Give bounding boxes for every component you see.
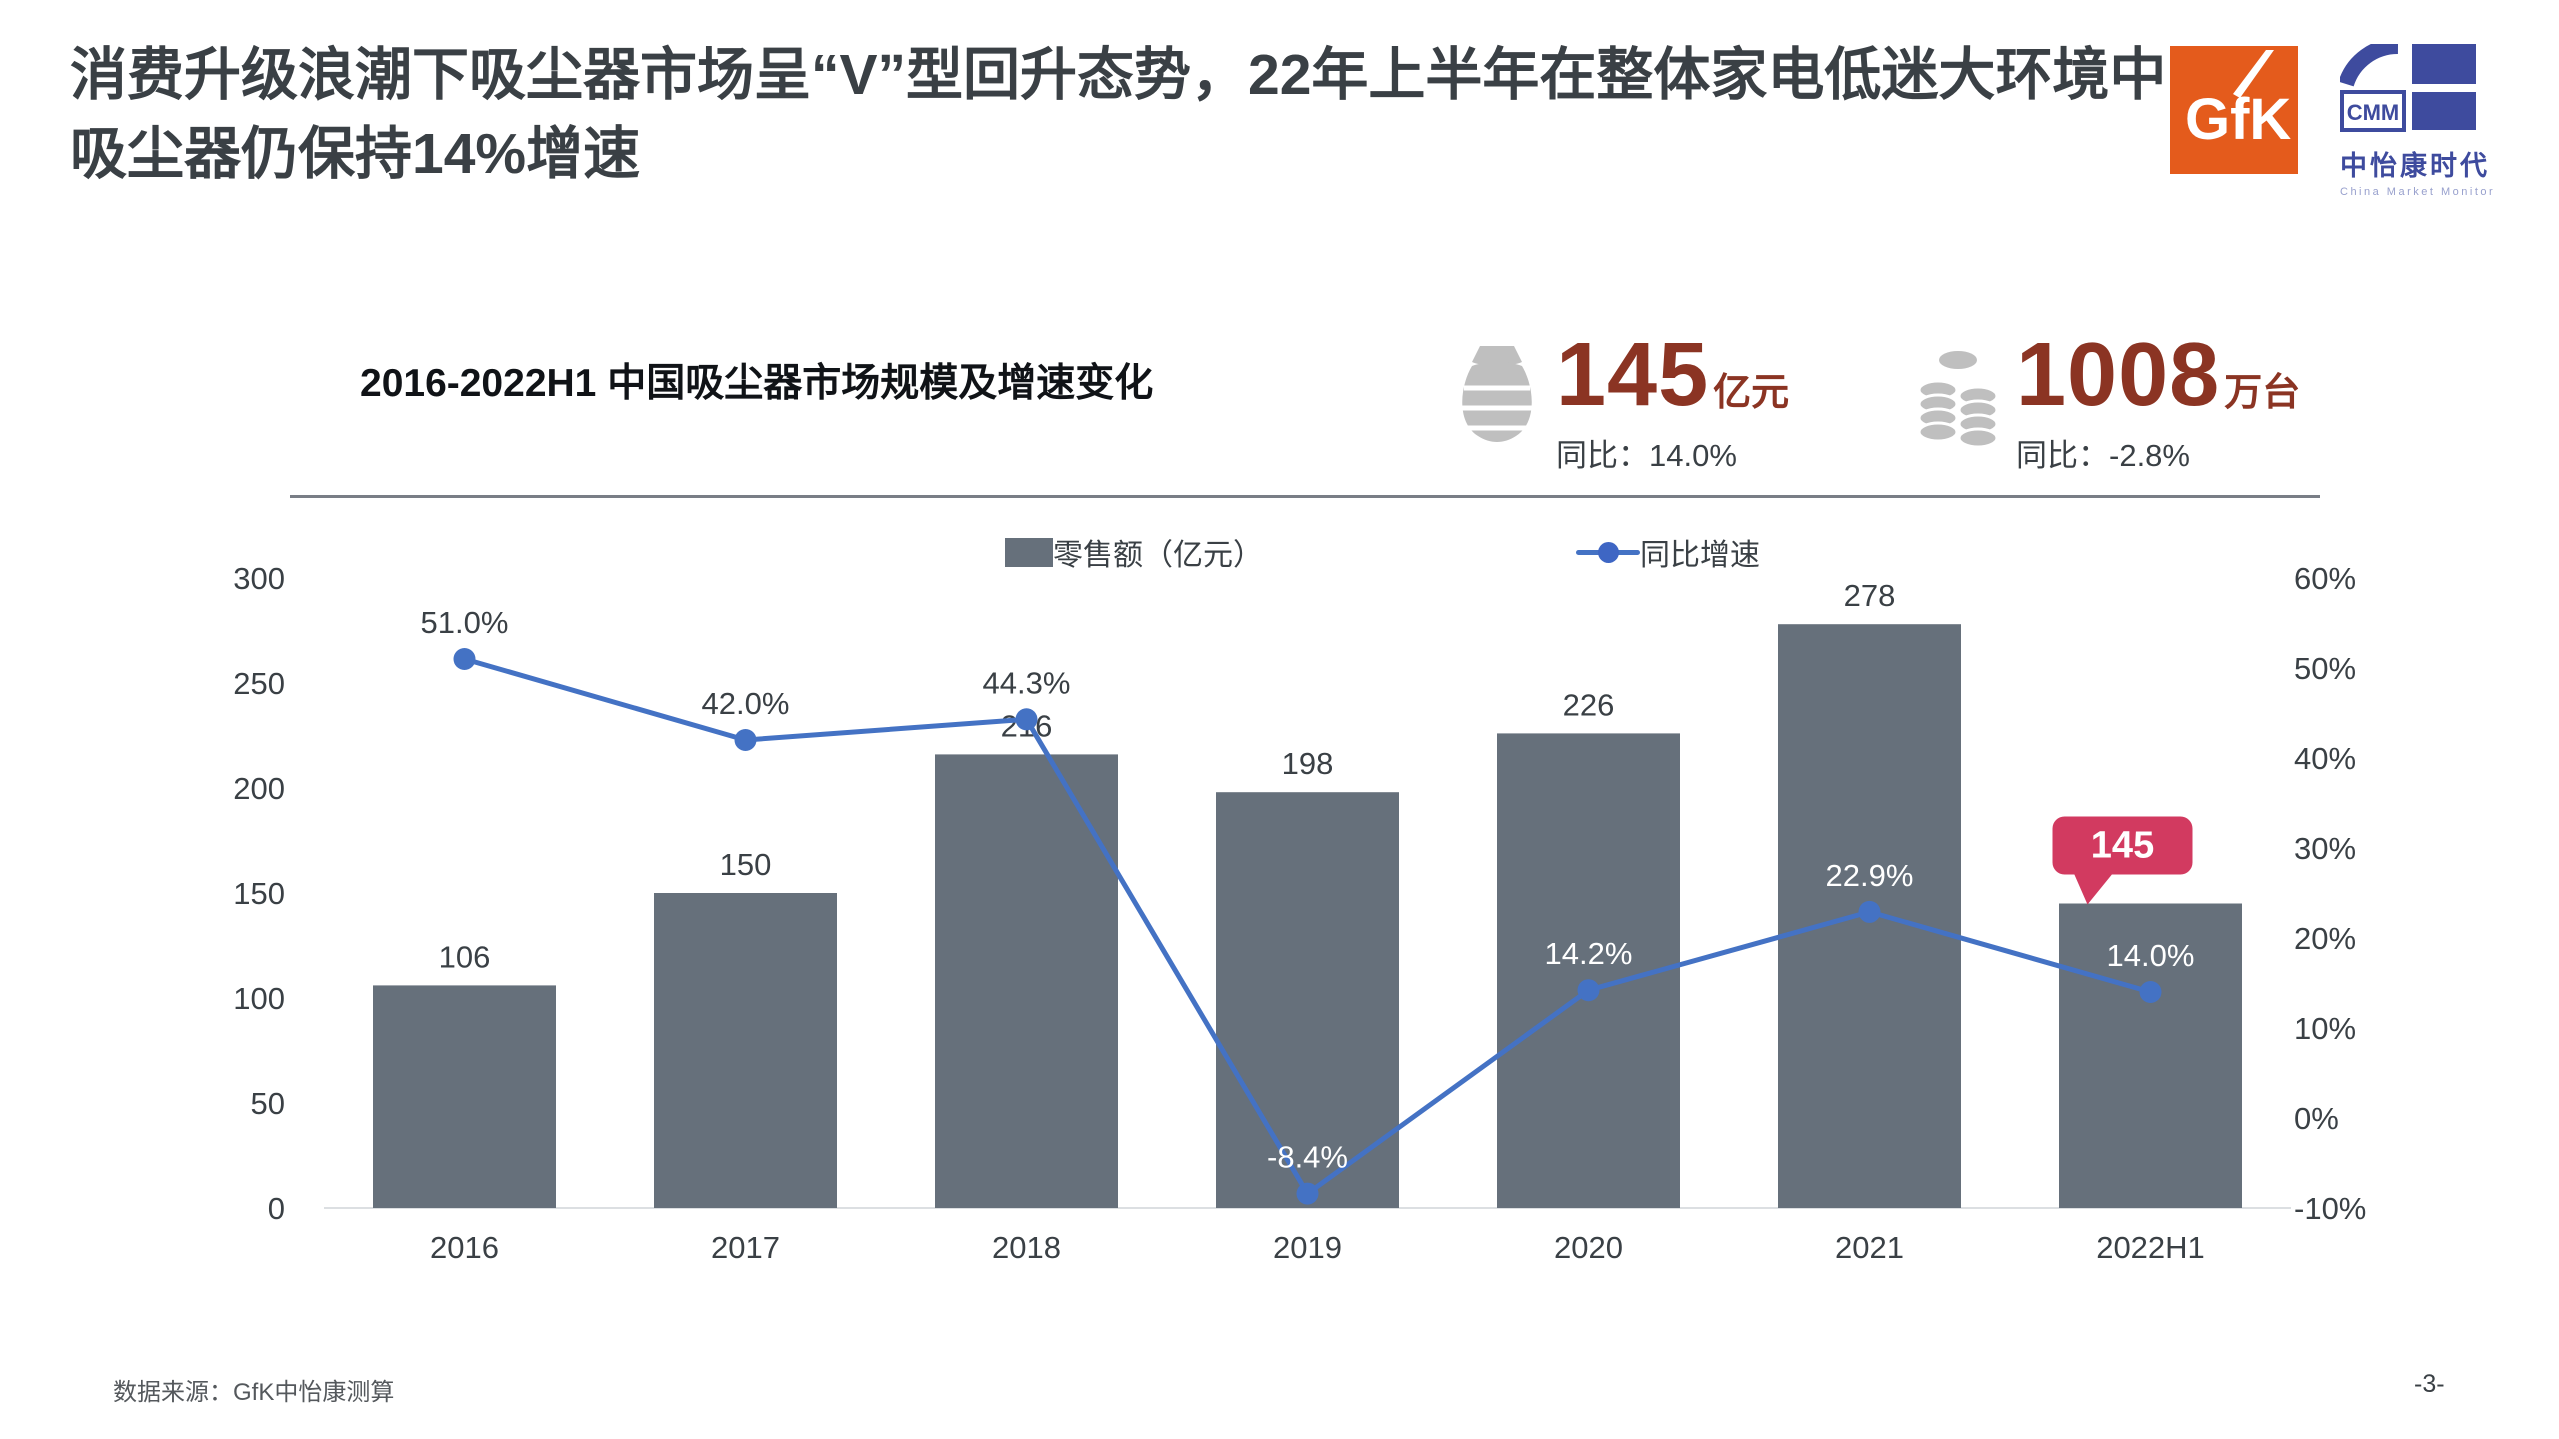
bar-value-label: 106 bbox=[439, 939, 491, 974]
cmm-logo-subtitle: China Market Monitor bbox=[2340, 186, 2496, 198]
x-axis-category-label: 2021 bbox=[1835, 1230, 1904, 1265]
page-number: -3- bbox=[2414, 1370, 2445, 1398]
page-title: 消费升级浪潮下吸尘器市场呈“V”型回升态势，22年上半年在整体家电低迷大环境中吸… bbox=[70, 43, 2167, 186]
gfk-slash-icon bbox=[2233, 50, 2274, 98]
cmm-logo-name: 中怡康时代 bbox=[2340, 151, 2490, 181]
line-marker bbox=[1577, 979, 1600, 1002]
cmm-swoosh-icon bbox=[2338, 37, 2399, 87]
highlight-callout-tail bbox=[2073, 872, 2114, 905]
left-axis-tick: 250 bbox=[233, 666, 285, 701]
gfk-logo-icon: GfK bbox=[2170, 46, 2298, 174]
x-axis-category-label: 2016 bbox=[430, 1230, 499, 1265]
line-value-label: 44.3% bbox=[983, 665, 1071, 700]
bar-swatch-icon bbox=[1005, 537, 1053, 567]
line-value-label: 42.0% bbox=[702, 686, 790, 721]
bar bbox=[935, 754, 1118, 1208]
bar bbox=[1216, 792, 1399, 1208]
bar bbox=[2059, 903, 2242, 1208]
bar-value-label: 278 bbox=[1844, 578, 1896, 613]
stat-unit: 万台 bbox=[2224, 372, 2301, 414]
line-marker bbox=[2139, 981, 2162, 1003]
line-marker bbox=[734, 729, 757, 751]
stat-retail-volume: 1008 万台 同比：-2.8% bbox=[1916, 330, 2300, 475]
combo-chart: 300 250 200 150 100 50 0 60% 50% 40% 30% 20% 10% 0% -1… bbox=[233, 561, 2366, 1265]
source-note: 数据来源：GfK中怡康测算 bbox=[113, 1379, 395, 1406]
cmm-logo: CMM 中怡康时代 China Market Monitor bbox=[2338, 37, 2496, 198]
line-marker bbox=[1296, 1182, 1319, 1205]
right-axis-tick: 20% bbox=[2294, 921, 2356, 956]
bar-value-label: 150 bbox=[720, 847, 772, 882]
left-axis-tick: 0 bbox=[268, 1191, 285, 1226]
right-axis-tick: 50% bbox=[2294, 651, 2356, 686]
x-axis-category-label: 2022H1 bbox=[2096, 1230, 2205, 1265]
right-axis-tick: 30% bbox=[2294, 831, 2356, 866]
coins-icon bbox=[1917, 351, 1999, 448]
divider-line bbox=[290, 495, 2320, 498]
right-axis-tick: 60% bbox=[2294, 561, 2356, 596]
highlight-callout bbox=[2052, 816, 2193, 875]
gfk-logo: GfK bbox=[2170, 46, 2298, 179]
chart-title: 2016-2022H1 中国吸尘器市场规模及增速变化 bbox=[360, 362, 1154, 405]
right-axis-tick: 40% bbox=[2294, 741, 2356, 776]
bar bbox=[654, 893, 837, 1208]
line-value-label: 22.9% bbox=[1826, 858, 1914, 893]
line-value-label: 51.0% bbox=[421, 605, 509, 640]
stat-value: 145 bbox=[1556, 325, 1710, 425]
left-axis-tick: 100 bbox=[233, 981, 285, 1016]
stat-value: 1008 bbox=[2016, 325, 2221, 425]
right-axis-tick: 10% bbox=[2294, 1011, 2356, 1046]
x-axis-category-label: 2017 bbox=[711, 1230, 780, 1265]
left-axis-tick: 200 bbox=[233, 771, 285, 806]
stat-yoy: 同比：-2.8% bbox=[2016, 438, 2190, 473]
left-axis-tick: 50 bbox=[251, 1086, 285, 1121]
legend-label: 零售额（亿元） bbox=[1053, 539, 1263, 572]
x-axis-category-label: 2019 bbox=[1273, 1230, 1342, 1265]
line-value-label: 14.2% bbox=[1545, 936, 1633, 971]
legend-item-retail: 零售额（亿元） bbox=[1005, 536, 1263, 572]
line-marker-icon bbox=[1576, 536, 1640, 568]
stat-retail-value: 145 亿元 同比：14.0% bbox=[1452, 330, 1789, 475]
left-axis-tick: 300 bbox=[233, 561, 285, 596]
line-marker bbox=[1015, 708, 1038, 731]
line-value-label: 14.0% bbox=[2107, 938, 2195, 973]
bar-value-label: 198 bbox=[1282, 746, 1334, 781]
stat-yoy: 同比：14.0% bbox=[1556, 438, 1737, 473]
bar bbox=[373, 985, 556, 1208]
money-bag-icon bbox=[1461, 346, 1533, 442]
line-value-label: -8.4% bbox=[1267, 1140, 1348, 1175]
line-marker bbox=[1858, 900, 1881, 923]
right-axis-tick: 0% bbox=[2294, 1101, 2339, 1136]
highlight-callout-label: 145 bbox=[2091, 825, 2154, 867]
gfk-logo-text: GfK bbox=[2185, 87, 2291, 152]
cmm-grid-icon: CMM bbox=[2338, 37, 2476, 132]
stat-unit: 亿元 bbox=[1713, 372, 1790, 414]
line-marker bbox=[453, 648, 476, 670]
cmm-abbr-text: CMM bbox=[2347, 100, 2400, 125]
legend-item-growth: 同比增速 bbox=[1576, 536, 1760, 572]
left-axis-tick: 150 bbox=[233, 876, 285, 911]
x-axis-category-label: 2018 bbox=[992, 1230, 1061, 1265]
right-axis-tick: -10% bbox=[2294, 1191, 2366, 1226]
legend-label: 同比增速 bbox=[1640, 539, 1760, 572]
x-axis-category-label: 2020 bbox=[1554, 1230, 1623, 1265]
bar-value-label: 226 bbox=[1563, 687, 1615, 722]
